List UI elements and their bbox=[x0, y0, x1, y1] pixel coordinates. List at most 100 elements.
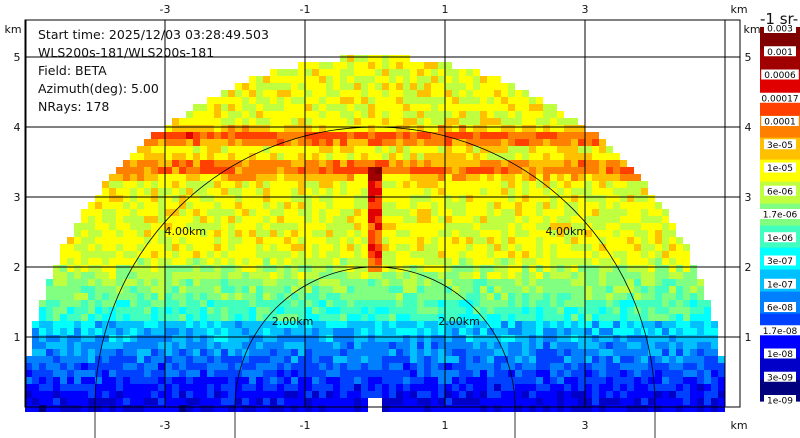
field-cell bbox=[116, 356, 123, 363]
field-cell bbox=[676, 321, 683, 328]
field-cell bbox=[361, 160, 368, 167]
field-cell bbox=[473, 384, 480, 391]
field-cell bbox=[291, 118, 298, 125]
field-cell bbox=[599, 265, 606, 272]
field-cell bbox=[207, 279, 214, 286]
field-cell bbox=[382, 405, 389, 412]
field-cell bbox=[564, 230, 571, 237]
field-cell bbox=[277, 188, 284, 195]
field-cell bbox=[508, 391, 515, 398]
field-cell bbox=[137, 398, 144, 405]
field-cell bbox=[389, 335, 396, 342]
field-cell bbox=[368, 342, 375, 349]
field-cell bbox=[375, 363, 382, 370]
field-cell bbox=[620, 216, 627, 223]
field-cell bbox=[683, 405, 690, 412]
field-cell bbox=[95, 265, 102, 272]
field-cell bbox=[606, 335, 613, 342]
field-cell bbox=[333, 321, 340, 328]
field-cell bbox=[46, 356, 53, 363]
field-cell bbox=[536, 293, 543, 300]
field-cell bbox=[438, 335, 445, 342]
field-cell bbox=[438, 307, 445, 314]
field-cell bbox=[683, 328, 690, 335]
field-cell bbox=[67, 356, 74, 363]
field-cell bbox=[340, 111, 347, 118]
field-cell bbox=[179, 209, 186, 216]
field-cell bbox=[578, 216, 585, 223]
field-cell bbox=[333, 279, 340, 286]
field-cell bbox=[74, 237, 81, 244]
field-cell bbox=[319, 153, 326, 160]
field-cell bbox=[634, 377, 641, 384]
field-cell bbox=[599, 272, 606, 279]
field-cell bbox=[697, 293, 704, 300]
field-cell bbox=[179, 265, 186, 272]
field-cell bbox=[340, 356, 347, 363]
field-cell bbox=[172, 216, 179, 223]
field-cell bbox=[235, 118, 242, 125]
field-cell bbox=[228, 335, 235, 342]
field-cell bbox=[284, 104, 291, 111]
field-cell bbox=[74, 314, 81, 321]
field-cell bbox=[368, 146, 375, 153]
field-cell bbox=[235, 111, 242, 118]
colorbar: 0.0030.0010.00060.000170.00013e-051e-056… bbox=[758, 23, 800, 407]
field-cell bbox=[613, 167, 620, 174]
field-cell bbox=[158, 293, 165, 300]
field-cell bbox=[214, 321, 221, 328]
field-cell bbox=[200, 139, 207, 146]
field-cell bbox=[529, 174, 536, 181]
field-cell bbox=[599, 286, 606, 293]
field-cell bbox=[270, 90, 277, 97]
field-cell bbox=[130, 293, 137, 300]
field-cell bbox=[466, 391, 473, 398]
field-cell bbox=[536, 209, 543, 216]
field-cell bbox=[291, 328, 298, 335]
field-cell bbox=[361, 90, 368, 97]
field-cell bbox=[550, 125, 557, 132]
field-cell bbox=[326, 132, 333, 139]
field-cell bbox=[256, 328, 263, 335]
field-cell bbox=[438, 160, 445, 167]
field-cell bbox=[256, 132, 263, 139]
field-cell bbox=[543, 314, 550, 321]
field-cell bbox=[515, 244, 522, 251]
field-cell bbox=[242, 118, 249, 125]
field-cell bbox=[494, 76, 501, 83]
field-cell bbox=[676, 279, 683, 286]
field-cell bbox=[39, 398, 46, 405]
field-cell bbox=[508, 279, 515, 286]
field-cell bbox=[557, 111, 564, 118]
field-cell bbox=[158, 286, 165, 293]
field-cell bbox=[683, 342, 690, 349]
field-cell bbox=[179, 293, 186, 300]
colorbar-label-box bbox=[764, 46, 796, 57]
field-cell bbox=[235, 174, 242, 181]
field-cell bbox=[235, 342, 242, 349]
field-cell bbox=[466, 69, 473, 76]
field-cell bbox=[515, 363, 522, 370]
field-cell bbox=[291, 286, 298, 293]
field-cell bbox=[431, 167, 438, 174]
field-cell bbox=[543, 181, 550, 188]
field-cell bbox=[466, 342, 473, 349]
field-cell bbox=[298, 167, 305, 174]
field-cell bbox=[515, 216, 522, 223]
field-cell bbox=[67, 335, 74, 342]
field-cell bbox=[242, 237, 249, 244]
field-cell bbox=[571, 195, 578, 202]
field-cell bbox=[193, 230, 200, 237]
field-cell bbox=[298, 335, 305, 342]
field-cell bbox=[403, 195, 410, 202]
field-cell bbox=[67, 363, 74, 370]
field-cell bbox=[641, 258, 648, 265]
field-cell bbox=[347, 153, 354, 160]
field-cell bbox=[417, 377, 424, 384]
field-cell bbox=[333, 195, 340, 202]
field-cell bbox=[410, 356, 417, 363]
field-cell bbox=[431, 153, 438, 160]
field-cell bbox=[88, 300, 95, 307]
field-cell bbox=[585, 251, 592, 258]
field-cell bbox=[109, 174, 116, 181]
